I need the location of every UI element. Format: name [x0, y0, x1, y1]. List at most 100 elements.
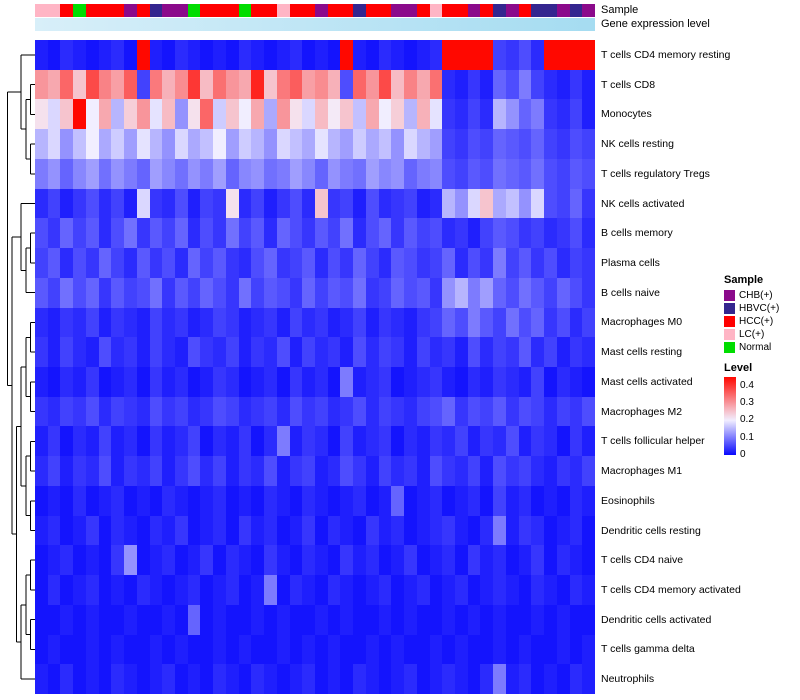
- heatmap-cell: [238, 129, 252, 159]
- heatmap-cell: [175, 248, 188, 278]
- sample-annotation-cell: [582, 4, 595, 17]
- heatmap-cell: [276, 545, 290, 576]
- heatmap-cell: [149, 69, 163, 100]
- heatmap-cell: [556, 456, 570, 486]
- heatmap-cell: [518, 277, 532, 308]
- heatmap-cell: [225, 40, 239, 70]
- heatmap-cell: [98, 277, 112, 308]
- heatmap-cell: [162, 69, 175, 100]
- legend: Sample CHB(+) HBVC(+) HCC(+) LC(+) Normal Le…: [724, 274, 800, 460]
- heatmap-cell: [162, 307, 175, 338]
- heatmap-cell: [378, 307, 392, 338]
- sample-annotation-cell: [175, 4, 188, 17]
- heatmap-cell: [416, 69, 430, 100]
- heatmap-cell: [480, 664, 494, 694]
- sample-annotation-cell: [85, 4, 99, 17]
- heatmap-cell: [111, 40, 125, 70]
- heatmap-cell: [480, 545, 494, 576]
- heatmap-cell: [35, 337, 48, 367]
- heatmap-cell: [175, 129, 188, 159]
- heatmap-cell: [505, 604, 519, 635]
- heatmap-cell: [378, 575, 392, 605]
- heatmap-cell: [455, 40, 468, 70]
- heatmap-cell: [365, 158, 379, 189]
- heatmap-cell: [582, 248, 595, 278]
- heatmap-cell: [187, 40, 201, 70]
- heatmap-cell: [264, 158, 277, 189]
- heatmap-cell: [213, 337, 226, 367]
- heatmap-cell: [98, 575, 112, 605]
- heatmap-cell: [136, 218, 150, 249]
- row-label: NK cells resting: [601, 138, 674, 151]
- heatmap-cell: [124, 634, 137, 665]
- heatmap-cell: [200, 129, 214, 159]
- sample-annotation-cell: [35, 4, 48, 17]
- heatmap-cell: [124, 69, 137, 100]
- heatmap-cell: [582, 575, 595, 605]
- heatmap-cell: [365, 664, 379, 694]
- heatmap-cell: [35, 248, 48, 278]
- heatmap-cell: [276, 99, 290, 130]
- heatmap-cell: [73, 337, 86, 367]
- heatmap-cell: [85, 515, 99, 546]
- heatmap-cell: [315, 337, 328, 367]
- heatmap-cell: [238, 575, 252, 605]
- row-dendrogram: [6, 54, 35, 680]
- heatmap-cell: [442, 545, 455, 576]
- legend-sample-item: HBVC(+): [724, 302, 800, 315]
- heatmap-cell: [378, 634, 392, 665]
- heatmap-cell: [404, 158, 417, 189]
- heatmap-cell: [302, 604, 315, 635]
- legend-color-swatch: [724, 316, 735, 327]
- heatmap-cell: [124, 129, 137, 159]
- heatmap-cell: [302, 485, 315, 516]
- heatmap-cell: [276, 248, 290, 278]
- row-label: T cells follicular helper: [601, 435, 705, 448]
- heatmap-cell: [187, 575, 201, 605]
- heatmap-cell: [467, 307, 481, 338]
- heatmap-cell: [493, 456, 506, 486]
- heatmap-cell: [124, 248, 137, 278]
- heatmap-cell: [582, 218, 595, 249]
- heatmap-cell: [556, 664, 570, 694]
- heatmap-cell: [455, 545, 468, 576]
- heatmap-cell: [264, 69, 277, 100]
- heatmap-cell: [531, 99, 545, 130]
- heatmap-cell: [175, 426, 188, 457]
- heatmap-cell: [429, 485, 443, 516]
- heatmap-cell: [378, 158, 392, 189]
- legend-sample-item: CHB(+): [724, 289, 800, 302]
- heatmap-cell: [251, 456, 265, 486]
- heatmap-cell: [327, 575, 341, 605]
- heatmap-cell: [429, 604, 443, 635]
- heatmap-cell: [340, 575, 354, 605]
- heatmap-cell: [73, 634, 86, 665]
- heatmap-cell: [518, 99, 532, 130]
- heatmap-cell: [187, 664, 201, 694]
- heatmap-cell: [327, 426, 341, 457]
- heatmap-cell: [353, 604, 366, 635]
- heatmap-cell: [225, 129, 239, 159]
- heatmap-cell: [238, 337, 252, 367]
- heatmap-cell: [442, 664, 455, 694]
- heatmap-cell: [35, 69, 48, 100]
- heatmap-cell: [391, 396, 405, 427]
- heatmap-cell: [35, 456, 48, 486]
- heatmap-cell: [365, 604, 379, 635]
- heatmap-cell: [544, 337, 557, 367]
- row-label: Neutrophils: [601, 673, 655, 686]
- heatmap-cell: [429, 545, 443, 576]
- heatmap-cell: [149, 337, 163, 367]
- heatmap-cell: [404, 218, 417, 249]
- heatmap-cell: [124, 307, 137, 338]
- heatmap-cell: [455, 218, 468, 249]
- heatmap-cell: [353, 69, 366, 100]
- heatmap-cell: [467, 366, 481, 397]
- heatmap-cell: [47, 40, 61, 70]
- heatmap-cell: [200, 158, 214, 189]
- heatmap-cell: [391, 69, 405, 100]
- expression-annotation-label: Gene expression level: [601, 18, 710, 30]
- heatmap-cell: [493, 99, 506, 130]
- heatmap-cell: [569, 218, 583, 249]
- heatmap-cell: [353, 664, 366, 694]
